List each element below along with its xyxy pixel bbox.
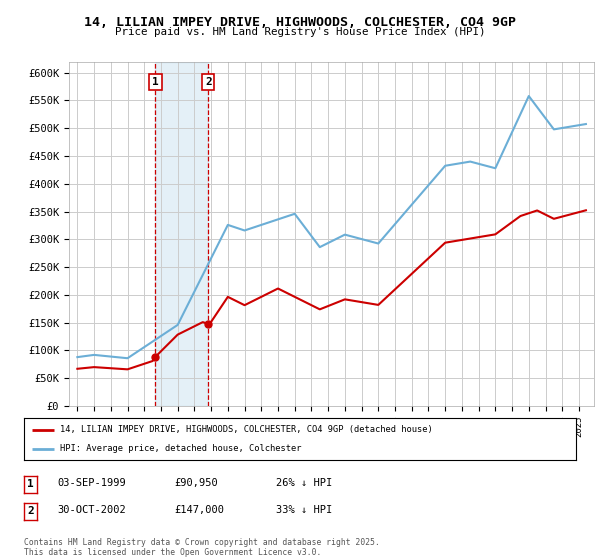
Text: 03-SEP-1999: 03-SEP-1999: [57, 478, 126, 488]
Text: 26% ↓ HPI: 26% ↓ HPI: [276, 478, 332, 488]
Text: £147,000: £147,000: [174, 505, 224, 515]
Text: Price paid vs. HM Land Registry's House Price Index (HPI): Price paid vs. HM Land Registry's House …: [115, 27, 485, 37]
Text: 1: 1: [152, 77, 159, 87]
Text: 14, LILIAN IMPEY DRIVE, HIGHWOODS, COLCHESTER, CO4 9GP: 14, LILIAN IMPEY DRIVE, HIGHWOODS, COLCH…: [84, 16, 516, 29]
Text: 1: 1: [27, 479, 34, 489]
Text: 30-OCT-2002: 30-OCT-2002: [57, 505, 126, 515]
Text: 2: 2: [27, 506, 34, 516]
Text: Contains HM Land Registry data © Crown copyright and database right 2025.
This d: Contains HM Land Registry data © Crown c…: [24, 538, 380, 557]
Text: 14, LILIAN IMPEY DRIVE, HIGHWOODS, COLCHESTER, CO4 9GP (detached house): 14, LILIAN IMPEY DRIVE, HIGHWOODS, COLCH…: [60, 425, 433, 434]
Text: £90,950: £90,950: [174, 478, 218, 488]
Text: 33% ↓ HPI: 33% ↓ HPI: [276, 505, 332, 515]
Text: 2: 2: [205, 77, 212, 87]
Bar: [155, 62, 208, 406]
Text: HPI: Average price, detached house, Colchester: HPI: Average price, detached house, Colc…: [60, 445, 301, 454]
